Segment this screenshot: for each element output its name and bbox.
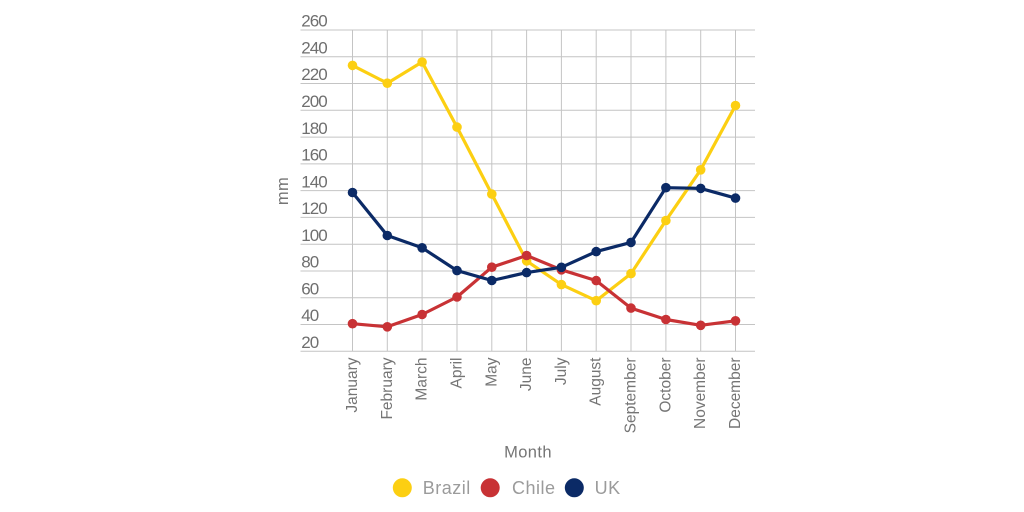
svg-text:July: July — [553, 357, 570, 385]
svg-text:260: 260 — [301, 12, 327, 31]
svg-text:180: 180 — [301, 119, 327, 138]
svg-text:Brazil: Brazil — [423, 478, 471, 498]
svg-text:80: 80 — [301, 253, 318, 272]
svg-text:100: 100 — [301, 226, 327, 245]
svg-text:October: October — [657, 358, 674, 413]
svg-text:200: 200 — [301, 92, 327, 111]
svg-text:April: April — [449, 358, 466, 389]
svg-text:UK: UK — [595, 478, 621, 498]
svg-text:March: March — [414, 358, 431, 401]
svg-text:February: February — [379, 357, 396, 419]
svg-text:May: May — [483, 357, 500, 387]
svg-text:240: 240 — [301, 39, 327, 58]
svg-text:December: December — [727, 358, 744, 430]
svg-text:60: 60 — [301, 279, 318, 298]
svg-text:September: September — [623, 358, 640, 434]
svg-text:August: August — [588, 357, 605, 406]
svg-text:Chile: Chile — [512, 478, 556, 498]
svg-text:mm: mm — [274, 177, 292, 205]
svg-text:November: November — [692, 358, 709, 430]
svg-text:Month: Month — [504, 444, 552, 462]
svg-text:40: 40 — [301, 306, 318, 325]
svg-text:June: June — [518, 358, 535, 392]
svg-text:160: 160 — [301, 146, 327, 165]
svg-text:January: January — [344, 357, 361, 412]
svg-text:20: 20 — [301, 333, 318, 352]
svg-text:140: 140 — [301, 172, 327, 191]
svg-text:220: 220 — [301, 65, 327, 84]
svg-text:120: 120 — [301, 199, 327, 218]
